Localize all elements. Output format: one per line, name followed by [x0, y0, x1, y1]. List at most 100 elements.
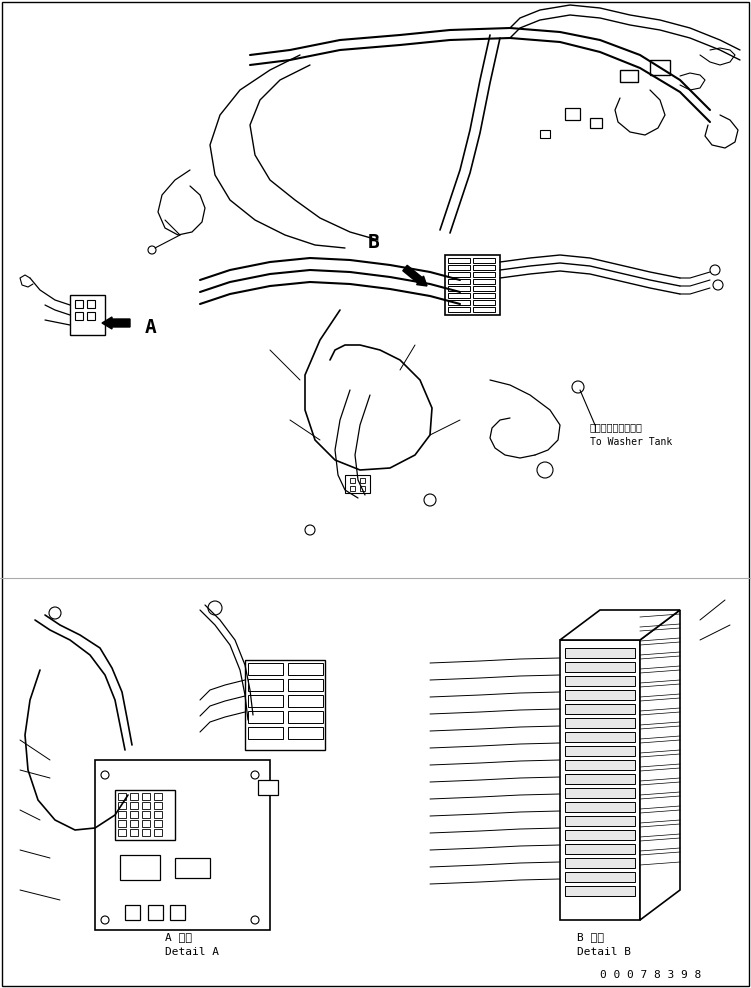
Bar	[565, 690, 635, 700]
Bar	[170, 905, 185, 920]
FancyArrow shape	[102, 317, 130, 329]
Bar	[565, 858, 635, 868]
Bar	[95, 760, 270, 930]
Bar	[130, 829, 138, 836]
Bar	[473, 293, 495, 298]
Bar	[130, 811, 138, 818]
Bar	[142, 811, 150, 818]
Bar	[248, 679, 283, 691]
Bar	[248, 711, 283, 723]
Bar	[154, 820, 162, 827]
Bar	[154, 811, 162, 818]
Bar	[360, 486, 365, 491]
Bar	[87, 312, 95, 320]
Bar	[540, 130, 550, 138]
Bar	[448, 279, 470, 284]
Bar	[448, 286, 470, 291]
Bar	[154, 802, 162, 809]
Bar	[248, 695, 283, 707]
Bar	[142, 802, 150, 809]
Bar	[565, 732, 635, 742]
Bar	[248, 663, 283, 675]
Bar	[154, 829, 162, 836]
Bar	[565, 676, 635, 686]
Bar	[445, 255, 500, 315]
Bar	[650, 60, 670, 75]
Bar	[565, 872, 635, 882]
Bar	[118, 802, 126, 809]
Bar	[142, 829, 150, 836]
Bar	[118, 811, 126, 818]
Bar	[473, 300, 495, 305]
Bar	[565, 774, 635, 784]
Bar	[115, 790, 175, 840]
Polygon shape	[640, 610, 680, 920]
Bar	[448, 300, 470, 305]
Bar	[142, 820, 150, 827]
Text: Detail B: Detail B	[577, 947, 631, 957]
Bar	[288, 727, 323, 739]
Bar	[245, 660, 325, 750]
Text: B: B	[368, 233, 380, 252]
Bar	[473, 307, 495, 312]
Bar	[75, 300, 83, 308]
Bar	[448, 272, 470, 277]
Text: B 詳細: B 詳細	[577, 932, 604, 942]
Bar	[565, 648, 635, 658]
Bar	[118, 793, 126, 800]
Polygon shape	[560, 610, 680, 640]
Bar	[258, 780, 278, 795]
Bar	[448, 265, 470, 270]
Bar	[565, 816, 635, 826]
Bar	[120, 855, 160, 880]
Bar	[118, 829, 126, 836]
Bar	[448, 307, 470, 312]
FancyArrow shape	[403, 266, 427, 286]
Bar	[565, 718, 635, 728]
Bar	[130, 793, 138, 800]
Bar	[473, 265, 495, 270]
Bar	[473, 258, 495, 263]
Bar	[130, 802, 138, 809]
Bar	[288, 711, 323, 723]
Bar	[560, 640, 640, 920]
Bar	[565, 108, 580, 120]
Text: 0 0 0 7 8 3 9 8: 0 0 0 7 8 3 9 8	[600, 970, 701, 980]
Bar	[360, 478, 365, 483]
Bar	[473, 279, 495, 284]
Bar	[565, 760, 635, 770]
Bar	[288, 679, 323, 691]
Text: To Washer Tank: To Washer Tank	[590, 437, 672, 447]
Bar	[248, 727, 283, 739]
Bar	[448, 258, 470, 263]
Bar	[148, 905, 163, 920]
Bar	[175, 858, 210, 878]
Bar	[142, 793, 150, 800]
Bar	[565, 704, 635, 714]
Bar	[565, 746, 635, 756]
Text: A 詳細: A 詳細	[165, 932, 192, 942]
Bar	[345, 475, 370, 493]
Bar	[350, 478, 355, 483]
Bar	[565, 802, 635, 812]
Bar	[350, 486, 355, 491]
Bar	[620, 70, 638, 82]
Bar	[565, 662, 635, 672]
Bar	[70, 295, 105, 335]
Bar	[565, 830, 635, 840]
Bar	[87, 300, 95, 308]
Bar	[473, 272, 495, 277]
Bar	[125, 905, 140, 920]
Bar	[448, 293, 470, 298]
Bar	[565, 844, 635, 854]
Bar	[288, 695, 323, 707]
Bar	[565, 788, 635, 798]
Bar	[130, 820, 138, 827]
Bar	[154, 793, 162, 800]
Bar	[565, 886, 635, 896]
Text: ウォッシャタンクヘ: ウォッシャタンクヘ	[590, 422, 643, 432]
Text: Detail A: Detail A	[165, 947, 219, 957]
Text: A: A	[145, 318, 157, 337]
Bar	[118, 820, 126, 827]
Bar	[75, 312, 83, 320]
